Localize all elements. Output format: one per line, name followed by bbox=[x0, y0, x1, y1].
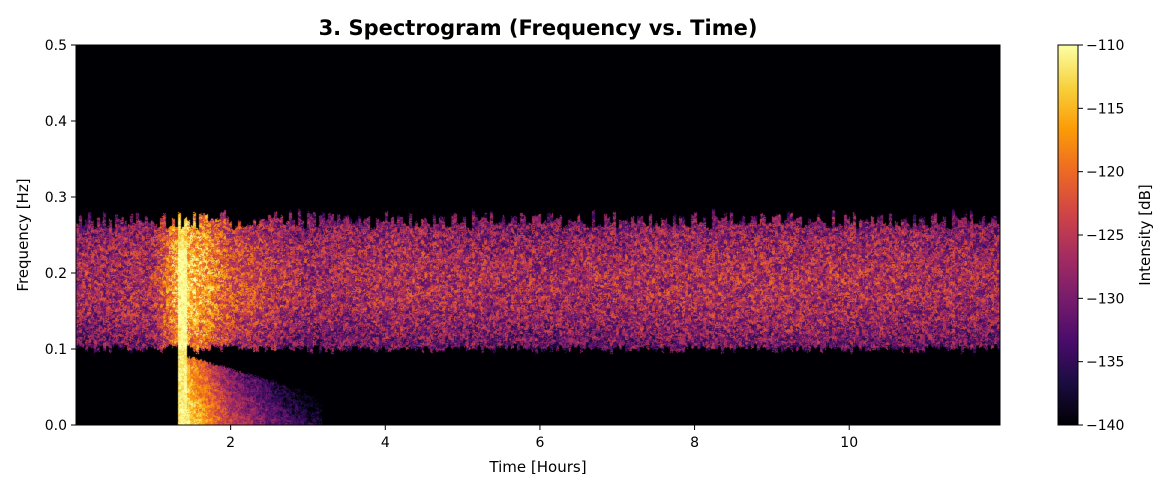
colorbar-gradient bbox=[1057, 44, 1079, 426]
colorbar-label: Intensity [dB] bbox=[1136, 184, 1154, 286]
colorbar-tick-label: −130 bbox=[1086, 291, 1124, 307]
colorbar-tick-label: −140 bbox=[1086, 418, 1124, 434]
y-tick-label: 0.2 bbox=[45, 266, 67, 282]
x-axis-ticks: 2 4 6 8 10 bbox=[226, 425, 858, 451]
colorbar-ticks: −110 −115 −120 −125 −130 −135 −140 bbox=[1078, 38, 1124, 434]
x-tick-label: 10 bbox=[840, 435, 858, 451]
colorbar-tick-label: −135 bbox=[1086, 355, 1124, 371]
colorbar-tick-label: −110 bbox=[1086, 38, 1124, 54]
x-tick-label: 6 bbox=[535, 435, 544, 451]
y-tick-label: 0.4 bbox=[45, 114, 67, 130]
colorbar: −110 −115 −120 −125 −130 −135 −140 Intensity [… bbox=[1057, 38, 1154, 434]
x-tick-label: 8 bbox=[690, 435, 699, 451]
x-tick-label: 4 bbox=[381, 435, 390, 451]
heatmap-image bbox=[76, 45, 1000, 425]
y-axis-label: Frequency [Hz] bbox=[14, 178, 32, 291]
x-tick-label: 2 bbox=[226, 435, 235, 451]
chart-title: 3. Spectrogram (Frequency vs. Time) bbox=[319, 16, 758, 40]
colorbar-tick-label: −120 bbox=[1086, 165, 1124, 181]
plot-frame bbox=[75, 44, 1001, 426]
colorbar-tick-label: −125 bbox=[1086, 228, 1124, 244]
plot-area bbox=[75, 44, 1001, 426]
y-tick-label: 0.3 bbox=[45, 190, 67, 206]
y-axis-ticks: 0.0 0.1 0.2 0.3 0.4 0.5 bbox=[45, 38, 76, 434]
x-axis-label: Time [Hours] bbox=[488, 458, 586, 476]
y-tick-label: 0.1 bbox=[45, 342, 67, 358]
y-tick-label: 0.5 bbox=[45, 38, 67, 54]
colorbar-tick-label: −115 bbox=[1086, 101, 1124, 117]
y-tick-label: 0.0 bbox=[45, 418, 67, 434]
